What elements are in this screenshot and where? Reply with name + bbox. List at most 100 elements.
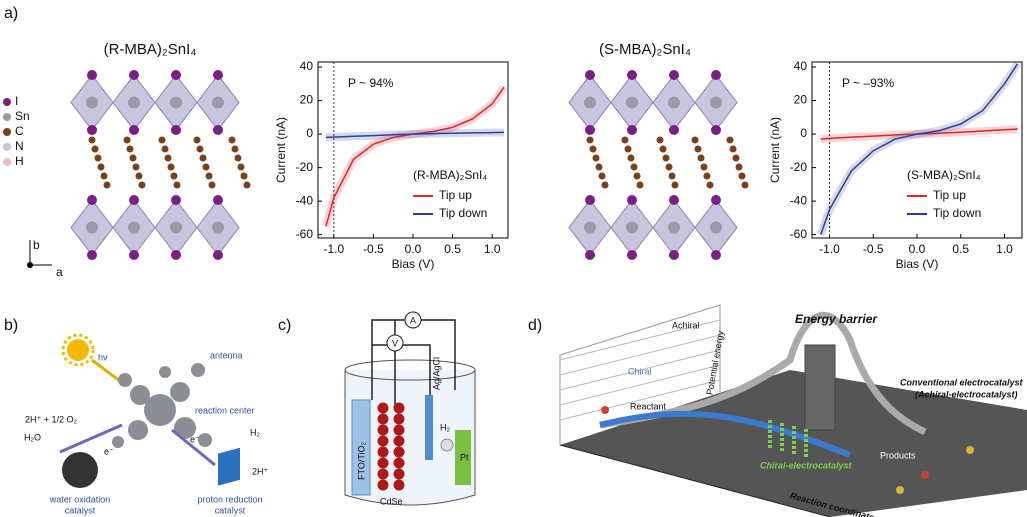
- tin-atom: [212, 222, 224, 234]
- quantum-dot: [378, 447, 389, 458]
- tin-atom: [710, 97, 722, 109]
- carbon-atom: [695, 146, 702, 153]
- y-tick-label: 40: [300, 59, 314, 73]
- iodine-atom: [627, 195, 637, 205]
- tin-atom: [128, 222, 140, 234]
- reaction-center-label: reaction center: [195, 405, 255, 415]
- carbon-atom: [593, 155, 600, 162]
- iodine-atom: [669, 195, 679, 205]
- reactant-label: Reactant: [630, 401, 667, 411]
- y-tick-label: 20: [300, 93, 314, 107]
- carbon-atom: [727, 137, 734, 144]
- element-swatch: [3, 113, 11, 121]
- carbon-atom: [241, 173, 248, 180]
- element-label: N: [15, 139, 24, 153]
- iodine-atom: [585, 125, 595, 135]
- iodine-atom: [171, 250, 181, 260]
- quantum-dot: [394, 436, 405, 447]
- structure-title: (R-MBA)₂SnI₄: [104, 41, 197, 58]
- structure-title: (S-MBA)₂SnI₄: [599, 41, 691, 58]
- panel-d: Energy barrier Achiral Chiral Potential …: [560, 305, 1027, 517]
- tin-atom: [584, 222, 596, 234]
- catalyst-label: catalyst: [65, 505, 96, 515]
- x-tick-label: 0.0: [909, 242, 926, 256]
- iodine-atom: [87, 250, 97, 260]
- carbon-atom: [194, 137, 201, 144]
- products-label: Products: [880, 450, 916, 460]
- panel-label: a): [4, 5, 18, 22]
- x-axis-label: Bias (V): [392, 257, 435, 271]
- y-tick-label: -40: [296, 193, 314, 207]
- tin-atom: [668, 97, 680, 109]
- carbon-atom: [599, 173, 606, 180]
- ammeter-label: A: [410, 315, 416, 325]
- carbon-atom: [98, 164, 105, 171]
- iodine-atom: [711, 70, 721, 80]
- x-tick-label: -0.5: [863, 242, 884, 256]
- carbon-atom: [197, 146, 204, 153]
- quantum-dot: [378, 425, 389, 436]
- iodine-atom: [129, 250, 139, 260]
- x-tick-label: 0.0: [405, 242, 422, 256]
- carbon-atom: [657, 137, 664, 144]
- oxidation-label: 2H⁺ + 1/2 O₂: [25, 414, 78, 424]
- carbon-atom: [692, 137, 699, 144]
- quantum-dot: [378, 436, 389, 447]
- iodine-atom: [87, 125, 97, 135]
- barrier: [805, 345, 835, 430]
- x-tick-label: 1.0: [996, 242, 1013, 256]
- carbon-atom: [232, 146, 239, 153]
- dots-label: CdSe: [380, 496, 403, 506]
- carbon-atom: [104, 182, 111, 189]
- y-tick-label: -40: [790, 193, 808, 207]
- quantum-dot: [378, 414, 389, 425]
- chiral-catalyst-label: Chiral-electrocatalyst: [760, 460, 853, 470]
- element-label: Sn: [15, 109, 30, 123]
- quantum-dot: [394, 425, 405, 436]
- voltmeter-label: V: [392, 338, 398, 348]
- antenna-label: antenna: [210, 350, 243, 360]
- carbon-atom: [637, 182, 644, 189]
- iodine-atom: [171, 125, 181, 135]
- quantum-dot: [394, 469, 405, 480]
- iodine-atom: [585, 70, 595, 80]
- carbon-atom: [669, 173, 676, 180]
- tin-atom: [212, 97, 224, 109]
- iodine-atom: [711, 195, 721, 205]
- axis-label: a: [56, 265, 63, 279]
- carbon-atom: [200, 155, 207, 162]
- carbon-atom: [625, 146, 632, 153]
- hydrogen-label: H₂: [250, 427, 260, 437]
- carbon-atom: [209, 182, 216, 189]
- quantum-dot: [378, 480, 389, 491]
- conventional-label: (Achiral-electrocatalyst): [915, 389, 1018, 399]
- carbon-atom: [628, 155, 635, 162]
- hydrogen-label: H₂: [440, 422, 450, 432]
- y-tick-label: 40: [794, 59, 808, 73]
- carbon-atom: [634, 173, 641, 180]
- x-tick-label: 0.5: [952, 242, 969, 256]
- sun: [67, 339, 89, 361]
- carbon-atom: [596, 164, 603, 171]
- iodine-atom: [213, 125, 223, 135]
- iodine-atom: [129, 125, 139, 135]
- iodine-atom: [87, 70, 97, 80]
- carbon-atom: [229, 137, 236, 144]
- tin-atom: [584, 97, 596, 109]
- iodine-atom: [171, 195, 181, 205]
- iodine-atom: [213, 70, 223, 80]
- y-tick-label: -60: [296, 227, 314, 241]
- quantum-dot: [394, 458, 405, 469]
- iodine-atom: [627, 125, 637, 135]
- carbon-atom: [136, 173, 143, 180]
- counter-label: Pt: [460, 452, 469, 462]
- tin-atom: [86, 97, 98, 109]
- carbon-atom: [739, 173, 746, 180]
- carbon-atom: [101, 173, 108, 180]
- carbon-atom: [622, 137, 629, 144]
- carbon-atom: [168, 164, 175, 171]
- y-tick-label: 0: [800, 126, 807, 140]
- element-swatch: [3, 128, 11, 136]
- catalyst-label: water oxidation: [49, 494, 111, 504]
